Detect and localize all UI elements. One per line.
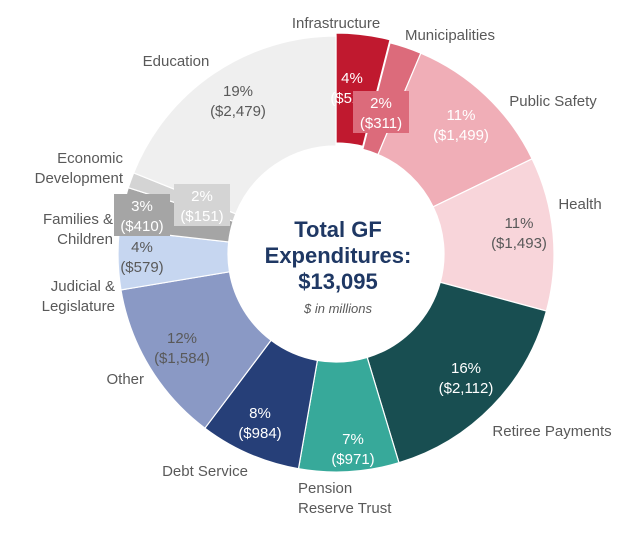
data-label: 16% ($2,112): [439, 360, 494, 397]
category-label: Other: [106, 371, 144, 388]
data-label: 12% ($1,584): [154, 330, 210, 367]
data-label: 2% ($151): [180, 188, 223, 225]
category-label: Judicial & Legislature: [42, 278, 115, 315]
data-label: 11% ($1,499): [433, 107, 489, 144]
data-label-box: [353, 91, 409, 133]
chart-title: Total GF Expenditures:: [265, 217, 412, 268]
data-label: 3% ($410): [120, 198, 163, 235]
data-label: 2% ($311): [360, 95, 402, 132]
category-label: Public Safety: [509, 93, 597, 110]
data-label-box: [114, 194, 170, 236]
slice-education: [132, 35, 337, 215]
slice-retiree-payments: [366, 281, 548, 464]
chart-total: $13,095: [298, 269, 378, 294]
category-label: Economic Development: [35, 150, 124, 187]
data-label: 11% ($1,493): [491, 215, 547, 252]
category-label: Education: [143, 53, 210, 70]
category-label: Pension Reserve Trust: [298, 480, 392, 517]
data-label: 7% ($971): [331, 431, 374, 468]
data-label: 8% ($984): [238, 405, 281, 442]
category-label: Retiree Payments: [492, 423, 611, 440]
category-label: Infrastructure: [292, 15, 380, 32]
data-label: 19% ($2,479): [210, 83, 266, 120]
data-label: 4% ($579): [120, 239, 163, 276]
category-label: Health: [558, 196, 601, 213]
category-label: Families & Children: [43, 211, 113, 248]
data-label-box: [174, 184, 230, 226]
category-label: Debt Service: [162, 463, 248, 480]
category-label: Municipalities: [405, 27, 495, 44]
chart-subtitle: $ in millions: [303, 301, 372, 316]
